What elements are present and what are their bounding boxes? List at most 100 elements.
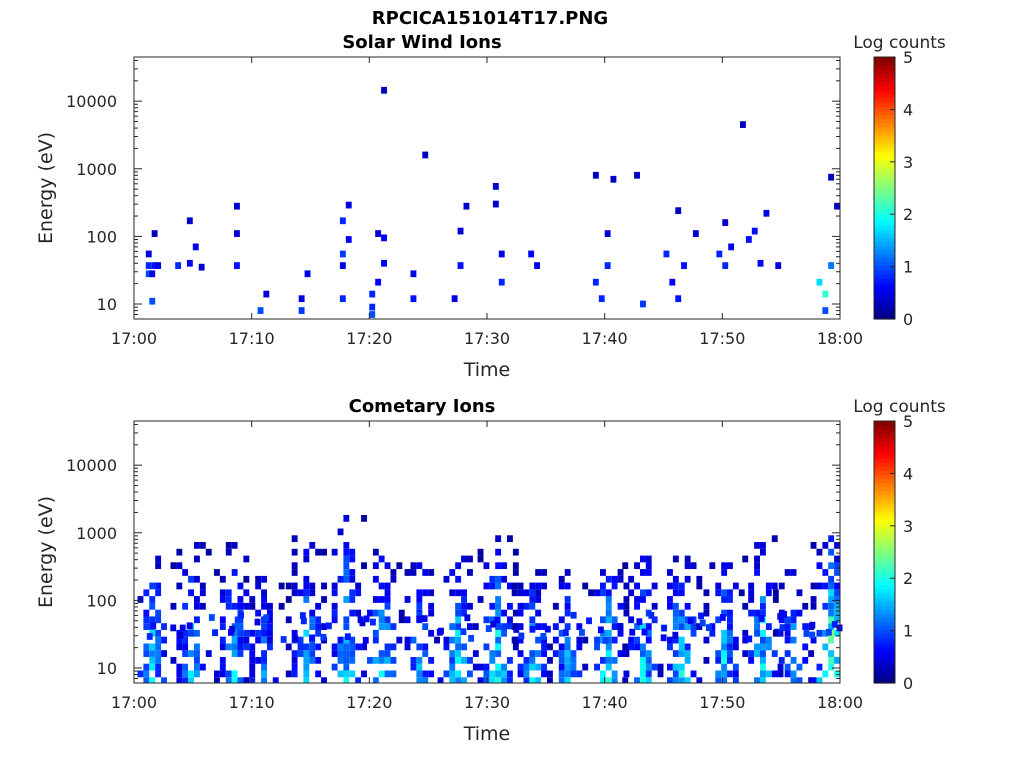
- heatmap-cell: [672, 636, 679, 644]
- colorbar-tick-label: 3: [903, 153, 913, 172]
- heatmap-cell: [529, 616, 536, 624]
- heatmap-cell: [784, 663, 791, 671]
- heatmap-cell: [303, 677, 310, 684]
- heatmap-cell: [605, 636, 612, 644]
- heatmap-cell: [449, 657, 456, 664]
- heatmap-cell: [390, 643, 397, 651]
- heatmap-cell: [188, 575, 194, 583]
- heatmap-cell: [455, 657, 462, 664]
- heatmap-cell: [396, 562, 403, 570]
- heatmap-cell: [628, 643, 635, 651]
- heatmap-cell: [303, 555, 310, 563]
- colorbar-frame: [873, 56, 896, 320]
- heatmap-cell: [219, 636, 226, 644]
- colorbar-segment: [874, 220, 895, 226]
- heatmap-cell: [321, 548, 327, 556]
- heatmap-cell: [529, 625, 536, 633]
- heatmap-cell: [361, 643, 367, 651]
- heatmap-cell: [231, 629, 238, 637]
- heatmap-cell: [339, 217, 346, 225]
- heatmap-cell: [234, 230, 240, 237]
- heatmap-cell: [640, 596, 646, 603]
- heatmap-cell: [703, 636, 710, 644]
- heatmap-cell: [564, 657, 571, 664]
- colorbar-segment: [874, 188, 895, 193]
- heatmap-cell: [657, 663, 664, 671]
- colorbar-segment: [874, 269, 895, 275]
- heatmap-cell: [816, 677, 823, 684]
- heatmap-cell: [564, 650, 571, 657]
- panel-title: Cometary Ions: [349, 396, 496, 417]
- heatmap-cell: [740, 121, 746, 128]
- heatmap-cell: [384, 602, 391, 610]
- heatmap-cell: [234, 262, 240, 269]
- heatmap-cell: [716, 250, 723, 258]
- heatmap-cell: [828, 623, 835, 630]
- heatmap-cell: [628, 616, 635, 624]
- heatmap-cell: [802, 643, 809, 651]
- heatmap-cell: [489, 582, 496, 590]
- heatmap-cell: [760, 670, 766, 678]
- heatmap-cell: [255, 636, 262, 644]
- heatmap-cell: [828, 548, 835, 556]
- heatmap-cell: [834, 202, 840, 210]
- heatmap-cell: [703, 609, 710, 617]
- heatmap-cell: [384, 589, 391, 597]
- colorbar-segment: [874, 568, 895, 574]
- heatmap-cell: [678, 582, 685, 590]
- heatmap-cell: [422, 623, 429, 630]
- heatmap-cell: [544, 625, 551, 633]
- heatmap-cell: [834, 602, 840, 610]
- heatmap-cell: [155, 663, 162, 671]
- heatmap-cell: [461, 657, 467, 664]
- heatmap-cell: [645, 663, 652, 671]
- heatmap-cell: [512, 548, 519, 556]
- heatmap-cell: [540, 633, 547, 640]
- heatmap-cell: [672, 609, 679, 617]
- heatmap-cell: [535, 650, 542, 657]
- x-tick-label: 17:00: [111, 329, 157, 348]
- heatmap-cell: [765, 636, 772, 644]
- heatmap-cell: [325, 622, 332, 630]
- heatmap-cell: [816, 548, 823, 556]
- heatmap-cell: [422, 569, 429, 576]
- heatmap-cell: [298, 295, 305, 303]
- colorbar-segment: [874, 654, 895, 660]
- heatmap-cell: [182, 677, 189, 684]
- heatmap-cell: [428, 569, 435, 576]
- heatmap-cell: [732, 670, 739, 678]
- heatmap-cell: [461, 596, 467, 603]
- heatmap-cell: [416, 643, 423, 651]
- heatmap-cell: [495, 650, 502, 657]
- heatmap-cell: [760, 657, 766, 664]
- heatmap-cell: [623, 596, 630, 603]
- heatmap-cell: [771, 650, 778, 657]
- heatmap-cell: [361, 515, 367, 522]
- heatmap-cell: [378, 670, 385, 678]
- heatmap-cell: [390, 657, 397, 664]
- colorbar-segment: [874, 592, 895, 598]
- heatmap-cell: [622, 650, 629, 657]
- heatmap-cell: [622, 562, 629, 570]
- heatmap-cell: [834, 629, 840, 637]
- heatmap-cell: [597, 626, 604, 634]
- heatmap-cell: [145, 270, 152, 278]
- colorbar-segment: [874, 666, 895, 672]
- x-tick-label: 17:30: [464, 693, 510, 712]
- heatmap-cell: [672, 677, 679, 684]
- heatmap-cell: [699, 619, 706, 627]
- colorbar-tick-label: 0: [903, 310, 913, 329]
- heatmap-cell: [517, 663, 524, 671]
- heatmap-cell: [600, 670, 606, 678]
- heatmap-cell: [449, 589, 456, 597]
- heatmap-cell: [149, 596, 156, 603]
- colorbar-tick-label: 4: [903, 100, 913, 119]
- heatmap-cell: [634, 602, 640, 610]
- heatmap-cell: [690, 670, 697, 678]
- heatmap-cell: [541, 650, 547, 657]
- heatmap-cell: [477, 596, 484, 603]
- colorbar-segment: [874, 257, 895, 263]
- heatmap-cell: [422, 643, 429, 651]
- y-axis-label: Energy (eV): [35, 132, 57, 244]
- heatmap-cell: [315, 670, 322, 678]
